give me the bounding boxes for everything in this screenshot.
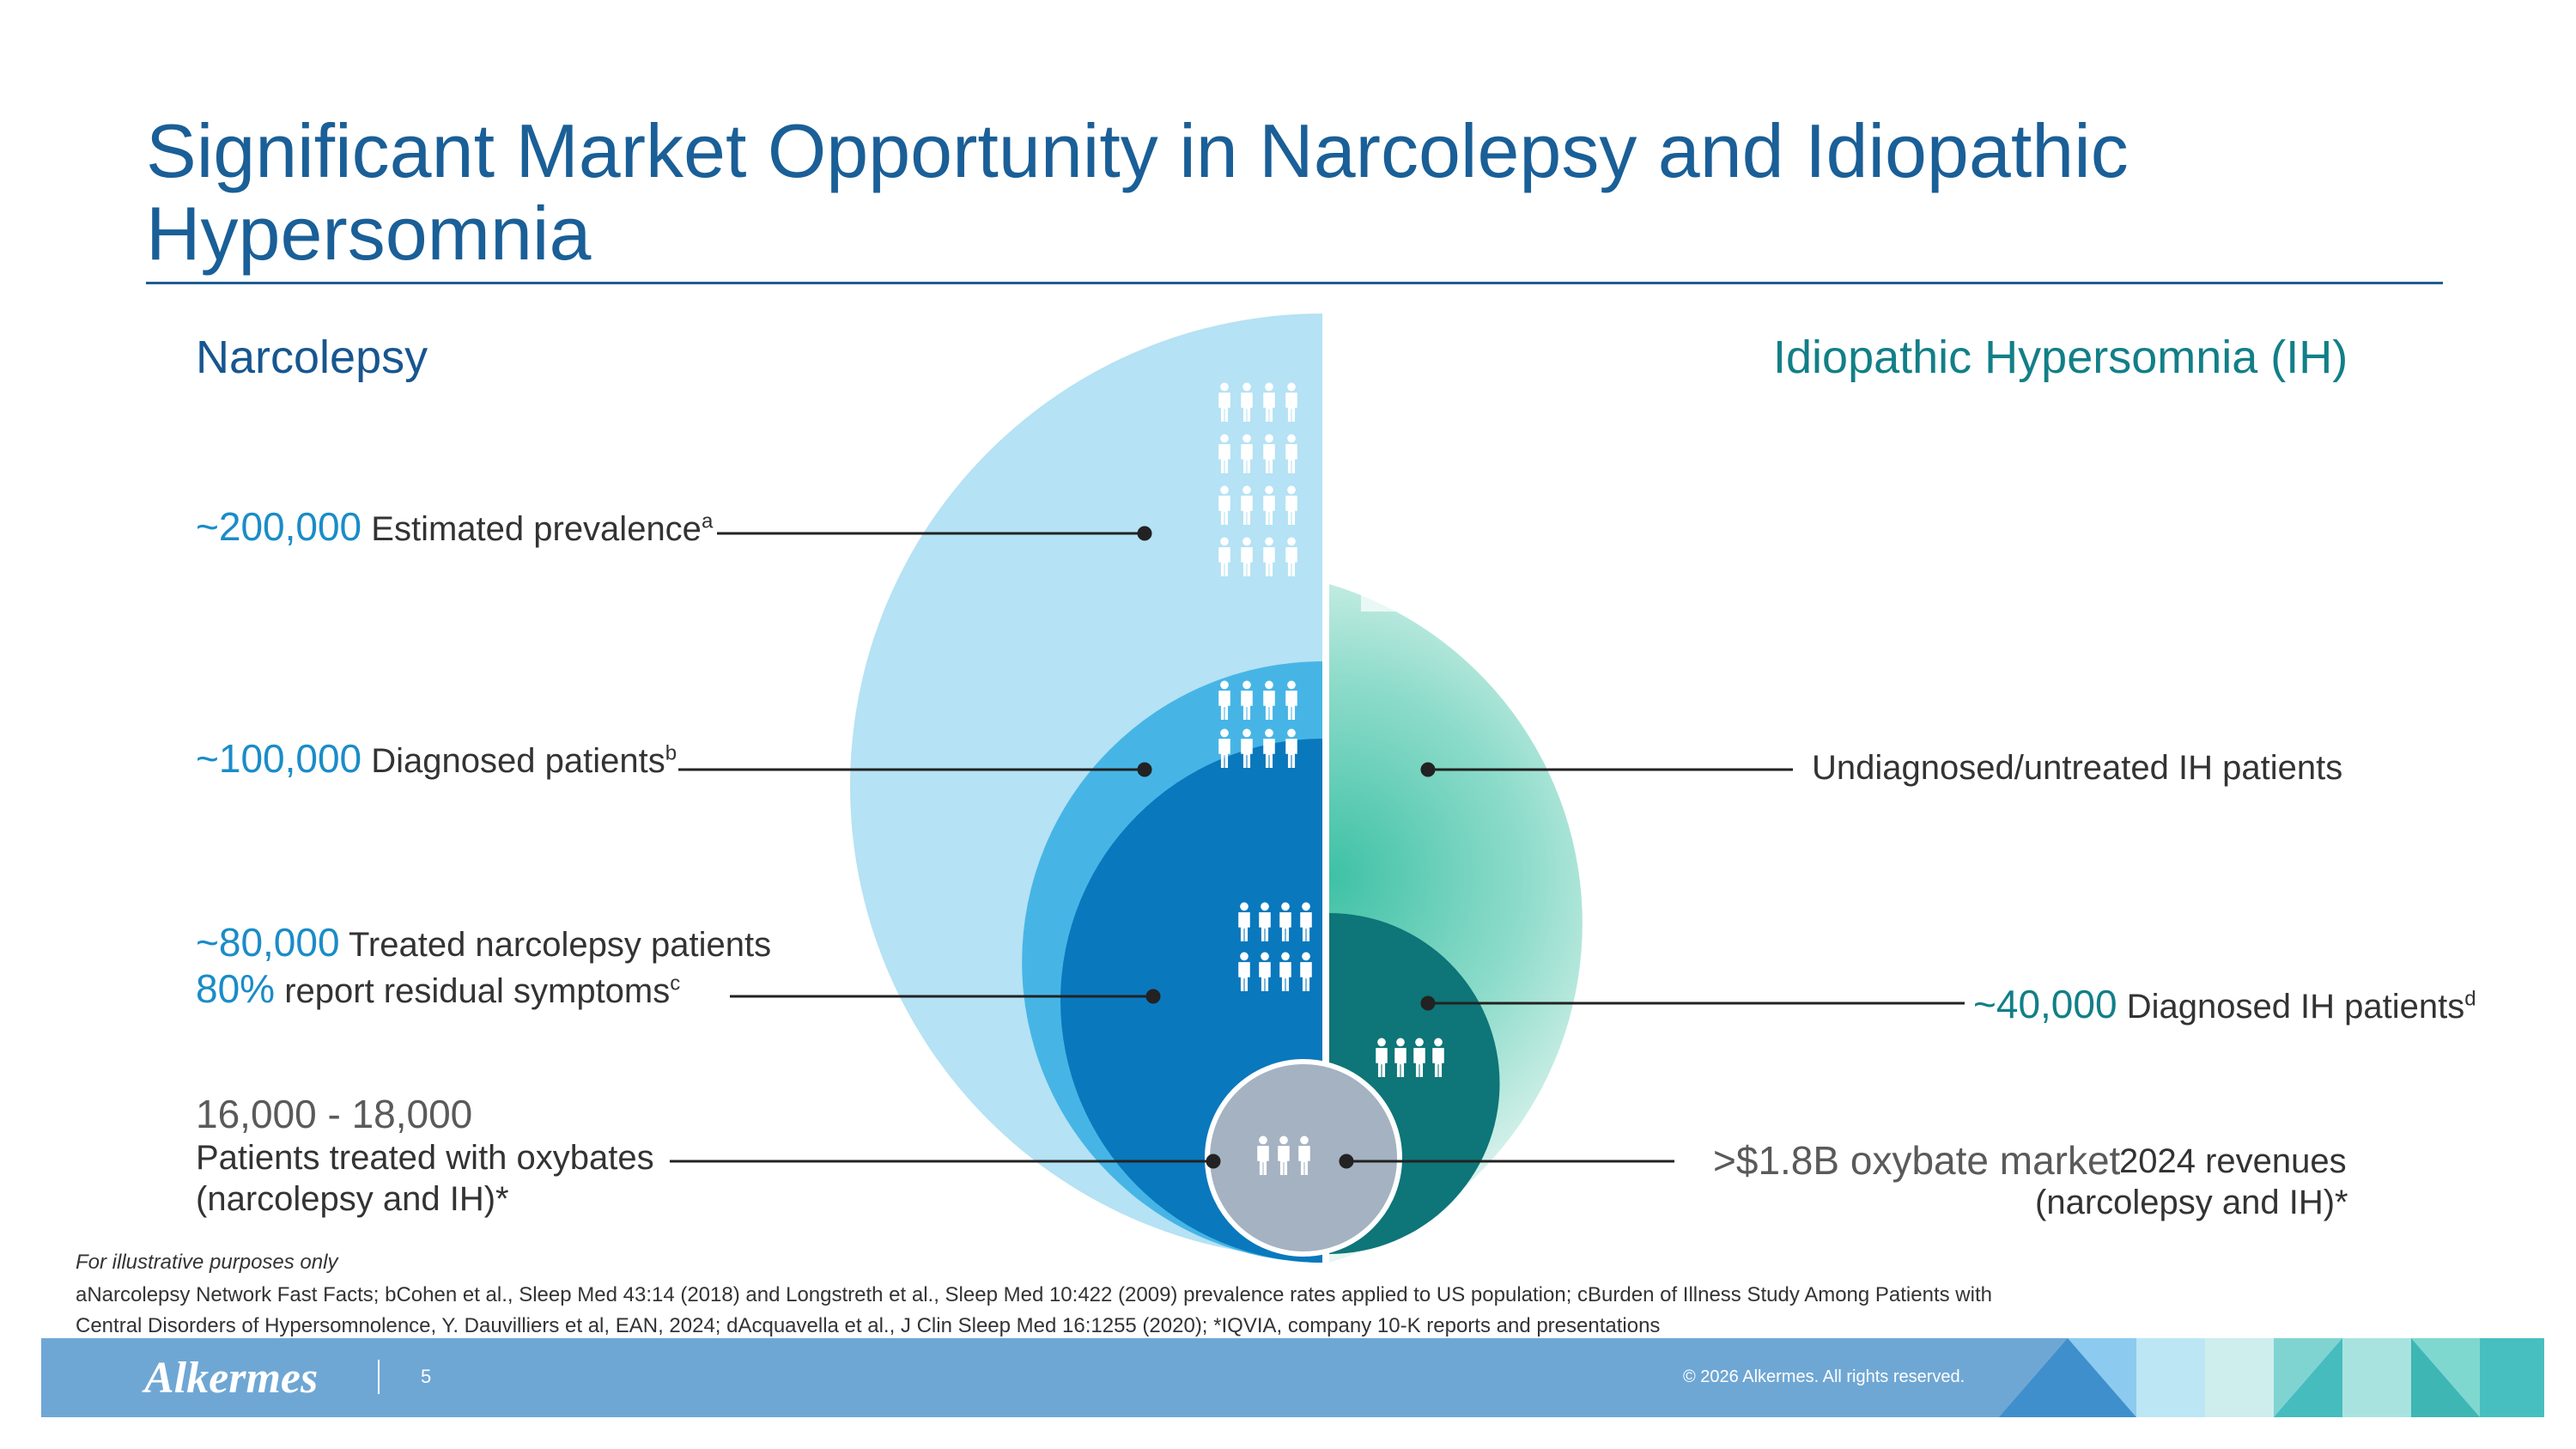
oxybate-market-value: >$1.8B oxybate market xyxy=(1713,1138,2121,1183)
ih-heading: Idiopathic Hypersomnia (IH) xyxy=(1773,332,2348,383)
page-title: Significant Market Opportunity in Narcol… xyxy=(146,108,2129,276)
oxybate-label-line2: (narcolepsy and IH)* xyxy=(196,1180,509,1218)
prevalence-footnote-ref: a xyxy=(701,509,714,533)
diagnosed-footnote-ref: b xyxy=(665,741,677,765)
references: aNarcolepsy Network Fast Facts; bCohen e… xyxy=(76,1280,2222,1342)
treated-label: ~80,000 Treated narcolepsy patients xyxy=(196,919,771,965)
treated-value: ~80,000 xyxy=(196,920,340,965)
narcolepsy-heading: Narcolepsy xyxy=(196,332,428,383)
title-divider xyxy=(146,282,2443,284)
diagnosed-text: Diagnosed patients xyxy=(371,742,665,780)
footer-band xyxy=(41,1338,2544,1417)
market-label-line1: 2024 revenues xyxy=(2119,1142,2347,1180)
ih-diagnosed-footnote-ref: d xyxy=(2464,987,2476,1011)
residual-text: report residual symptoms xyxy=(284,972,671,1010)
alkermes-logo: Alkermes xyxy=(144,1354,319,1403)
prevalence-value: ~200,000 xyxy=(196,504,362,549)
residual-footnote-ref: c xyxy=(670,971,681,995)
ih-diagnosed-text: Diagnosed IH patients xyxy=(2126,988,2465,1026)
diagnosed-label: ~100,000 Diagnosed patientsb xyxy=(196,735,677,782)
prevalence-label: ~200,000 Estimated prevalencea xyxy=(196,503,713,550)
diagnosed-value: ~100,000 xyxy=(196,736,362,781)
footer-decoration xyxy=(1999,1338,2544,1417)
oxybate-range: 16,000 - 18,000 xyxy=(196,1092,473,1136)
ih-undiagnosed-label: Undiagnosed/untreated IH patients xyxy=(1812,749,2343,787)
copyright: © 2026 Alkermes. All rights reserved. xyxy=(1683,1367,1965,1386)
oxybate-label-line1: Patients treated with oxybates xyxy=(196,1139,654,1177)
residual-value: 80% xyxy=(196,966,276,1011)
prevalence-text: Estimated prevalence xyxy=(371,510,702,548)
references-line-1: aNarcolepsy Network Fast Facts; bCohen e… xyxy=(76,1283,1992,1306)
ih-diagnosed-label: ~40,000 Diagnosed IH patientsd xyxy=(1973,981,2476,1027)
treated-text: Treated narcolepsy patients xyxy=(348,926,772,964)
references-line-2: Central Disorders of Hypersomnolence, Y.… xyxy=(76,1314,1661,1337)
page-number: 5 xyxy=(421,1366,432,1387)
market-label-line2: (narcolepsy and IH)* xyxy=(2035,1184,2348,1221)
residual-label: 80% report residual symptomsc xyxy=(196,965,680,1012)
illustrative-note: For illustrative purposes only xyxy=(76,1251,338,1274)
footer-separator xyxy=(378,1360,380,1394)
ih-diagnosed-value: ~40,000 xyxy=(1973,982,2117,1026)
